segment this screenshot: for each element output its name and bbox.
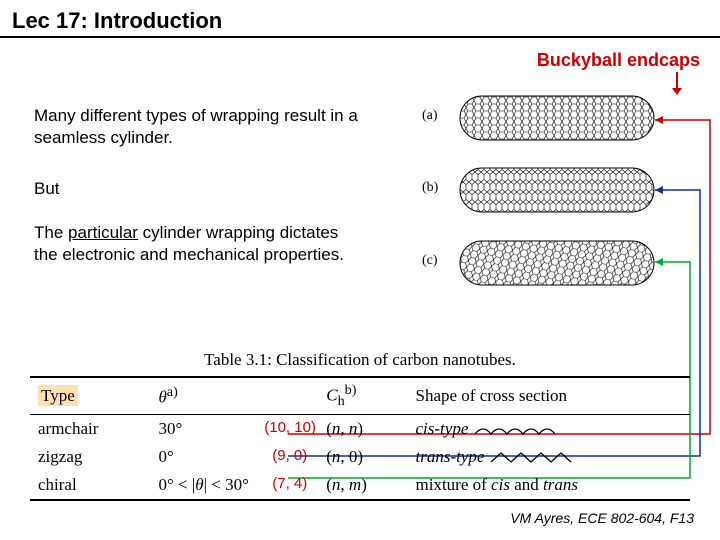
table-row: zigzag 0° (9, 0) (n, 0) trans-type — [30, 443, 690, 471]
shape-label: cis-type — [416, 419, 469, 438]
cell-ch: (9, 0) (n, 0) — [318, 443, 407, 471]
paragraph-2: But — [34, 178, 60, 200]
th-theta: θa) — [150, 377, 318, 415]
shape-mix-b: cis — [491, 475, 510, 494]
shape-mix-d: trans — [543, 475, 578, 494]
th-type-label: Type — [38, 385, 78, 406]
cell-shape: trans-type — [408, 443, 691, 471]
nanotube-figure: (a) (b) (c) — [422, 80, 687, 300]
nanotube-row-b: (b) — [422, 162, 687, 222]
th-theta-sup: a) — [167, 384, 178, 400]
cell-shape: mixture of cis and trans — [408, 471, 691, 500]
slide-title: Lec 17: Introduction — [12, 8, 222, 34]
classification-table-section: Table 3.1: Classification of carbon nano… — [30, 350, 690, 501]
cell-ch: (7, 4) (n, m) — [318, 471, 407, 500]
nanotube-row-c: (c) — [422, 235, 687, 295]
nanotube-svg-a — [442, 90, 687, 148]
cis-shape-icon — [473, 422, 563, 438]
shape-mix-a: mixture of — [416, 475, 492, 494]
cell-shape: cis-type — [408, 415, 691, 444]
classification-table: Type θa) Chb) Shape of cross section arm… — [30, 376, 690, 501]
title-underline — [0, 36, 720, 38]
p3-underlined: particular — [68, 223, 138, 242]
th-ch-sym: C — [326, 386, 337, 405]
p3-text-a: The — [34, 223, 68, 242]
nanotube-row-a: (a) — [422, 90, 687, 150]
th-theta-sym: θ — [158, 388, 166, 407]
buckyball-annotation: Buckyball endcaps — [537, 50, 700, 71]
table-row: chiral 0° < |θ| < 30° (7, 4) (n, m) mixt… — [30, 471, 690, 500]
table-header-row: Type θa) Chb) Shape of cross section — [30, 377, 690, 415]
nanotube-svg-b — [442, 162, 687, 220]
ch-overlay: (10, 10) — [264, 419, 316, 436]
ch-overlay: (9, 0) — [272, 447, 307, 464]
table-row: armchair 30° (10, 10) (n, n) cis-type — [30, 415, 690, 444]
cell-type: armchair — [30, 415, 150, 444]
th-ch-sup: b) — [345, 382, 357, 398]
trans-shape-icon — [489, 450, 579, 466]
cell-type: zigzag — [30, 443, 150, 471]
th-ch-sub: h — [338, 393, 345, 409]
shape-label: trans-type — [416, 447, 485, 466]
nanotube-svg-c — [442, 235, 687, 293]
cell-ch: (10, 10) (n, n) — [318, 415, 407, 444]
nanotube-label-c: (c) — [422, 253, 438, 269]
paragraph-3: The particular cylinder wrapping dictate… — [34, 222, 354, 266]
nanotube-label-a: (a) — [422, 108, 438, 124]
footer-credit: VM Ayres, ECE 802-604, F13 — [510, 510, 694, 526]
th-shape: Shape of cross section — [408, 377, 691, 415]
table-caption: Table 3.1: Classification of carbon nano… — [30, 350, 690, 370]
cell-type: chiral — [30, 471, 150, 500]
paragraph-1: Many different types of wrapping result … — [34, 105, 384, 149]
nanotube-label-b: (b) — [422, 180, 438, 196]
th-type: Type — [30, 377, 150, 415]
th-ch: Chb) — [318, 377, 407, 415]
ch-overlay: (7, 4) — [272, 475, 307, 492]
shape-mix-c: and — [510, 475, 543, 494]
